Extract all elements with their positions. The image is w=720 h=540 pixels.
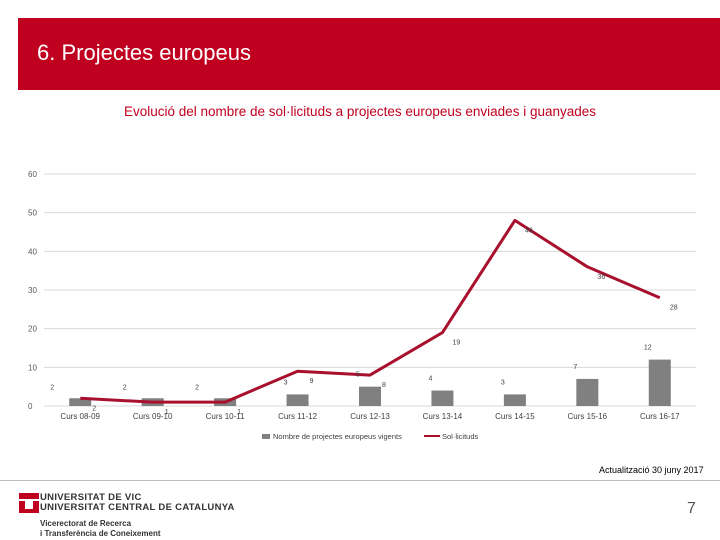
line-data-label: 8 <box>382 382 386 389</box>
y-tick-label: 60 <box>28 170 37 179</box>
x-tick-label: Curs 16-17 <box>640 412 680 421</box>
bar <box>431 390 454 406</box>
x-tick-label: Curs 09-10 <box>133 412 173 421</box>
header-banner: 6. Projectes europeus <box>18 18 720 90</box>
chart-svg: 0 10 20 30 40 50 60 Curs 08-09 Curs 09-10 Curs 10… <box>28 170 696 441</box>
page-title: 6. Projectes europeus <box>37 40 252 65</box>
line-data-label: 48 <box>525 227 533 234</box>
x-tick-label: Curs 10-11 <box>206 412 246 421</box>
bar <box>576 378 599 406</box>
line-data-label: 9 <box>310 378 314 385</box>
y-tick-label: 10 <box>28 363 37 372</box>
bar <box>286 394 309 406</box>
x-tick-label: Curs 15-16 <box>568 412 608 421</box>
legend-label-line: Sol·licituds <box>442 432 479 441</box>
university-logo: UNIVERSITAT DE VIC UNIVERSITAT CENTRAL D… <box>40 493 235 539</box>
legend-label-bars: Nombre de projectes europeus vigents <box>273 432 402 441</box>
page-number: 7 <box>687 500 696 517</box>
y-tick-label: 40 <box>28 247 37 256</box>
line-data-label: 1 <box>165 409 169 416</box>
bar <box>503 394 526 406</box>
bar-data-label: 4 <box>428 376 432 383</box>
bar <box>359 386 381 406</box>
line-series <box>80 218 661 404</box>
x-tick-label: Curs 11-12 <box>278 412 318 421</box>
logo-line-2: UNIVERSITAT CENTRAL DE CATALUNYA <box>40 502 235 513</box>
logo-subtitle-2: i Transferència de Coneixement <box>40 529 161 538</box>
bar-data-label: 2 <box>195 384 199 391</box>
logo-subtitle-1: Vicerectorat de Recerca <box>40 519 132 528</box>
line-data-label: 1 <box>237 409 241 416</box>
logo-line-1: UNIVERSITAT DE VIC <box>40 492 142 503</box>
footer-divider <box>0 480 720 481</box>
y-tick-label: 20 <box>28 325 37 334</box>
bar-data-label: 3 <box>501 379 505 386</box>
university-logo-icon <box>19 493 39 513</box>
x-tick-label: Curs 14-15 <box>495 412 535 421</box>
x-tick-label: Curs 12-13 <box>350 412 390 421</box>
update-note: Actualització 30 juny 2017 <box>599 465 704 475</box>
bar <box>69 398 92 406</box>
y-tick-label: 30 <box>28 286 37 295</box>
chart-title: Evolució del nombre de sol·licituds a pr… <box>123 104 597 119</box>
line-data-label: 2 <box>92 405 96 412</box>
legend-swatch-bars <box>262 434 270 439</box>
line-data-label: 36 <box>597 274 605 281</box>
bar-data-label: 2 <box>50 384 54 391</box>
bar-data-label: 5 <box>356 372 360 379</box>
x-tick-label: Curs 08-09 <box>60 412 100 421</box>
line-data-label: 28 <box>670 305 678 312</box>
bar-data-label: 7 <box>573 364 577 371</box>
y-tick-label: 50 <box>28 209 37 218</box>
y-tick-label: 0 <box>28 402 33 411</box>
bar-data-label: 2 <box>123 384 127 391</box>
line-data-label: 19 <box>453 340 461 347</box>
bar-data-label: 12 <box>644 345 652 352</box>
bar <box>648 359 671 406</box>
x-tick-label: Curs 13-14 <box>423 412 463 421</box>
bar-data-label: 3 <box>284 379 288 386</box>
